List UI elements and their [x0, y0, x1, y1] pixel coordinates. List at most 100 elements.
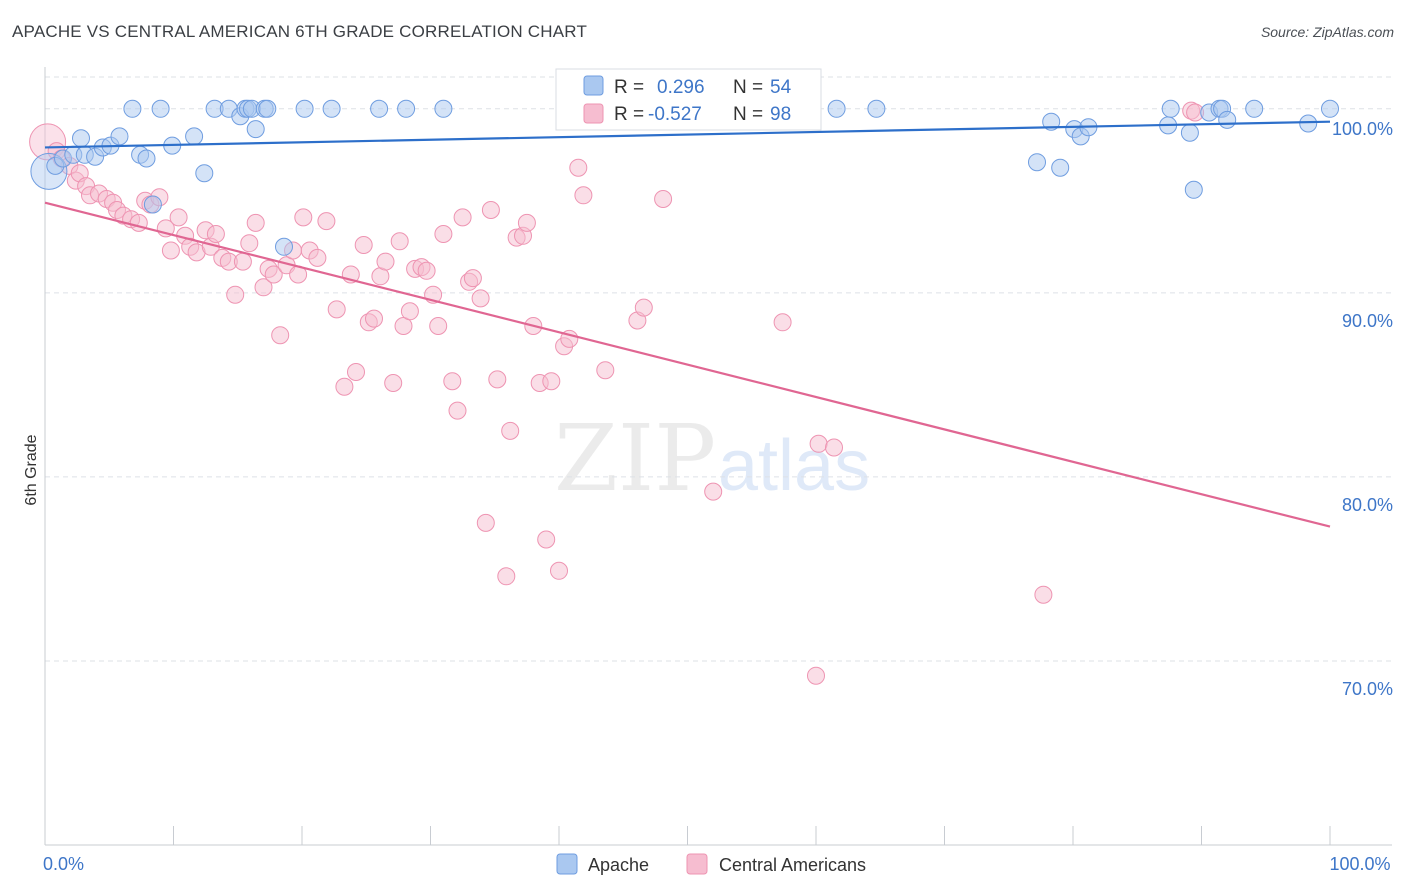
apache-point [137, 149, 156, 168]
apache-point [1218, 110, 1237, 129]
chart-title: APACHE VS CENTRAL AMERICAN 6TH GRADE COR… [12, 22, 588, 41]
central-point [246, 213, 265, 232]
central-point [488, 370, 507, 389]
y-tick-label: 90.0% [1342, 311, 1393, 331]
central-point [448, 401, 467, 420]
central-point [501, 421, 520, 440]
apache-point [295, 99, 314, 118]
central-point [271, 326, 290, 345]
apache-point [1299, 114, 1318, 133]
y-tick-label: 70.0% [1342, 679, 1393, 699]
central-point [574, 186, 593, 205]
central-point [294, 208, 313, 227]
apache-point [1042, 112, 1061, 131]
central-point [542, 372, 561, 391]
central-point [400, 302, 419, 321]
central-point [453, 208, 472, 227]
watermark: ZIP atlas [554, 405, 870, 512]
data-points [29, 99, 1339, 685]
central-point [376, 252, 395, 271]
central-point [634, 298, 653, 317]
central-point [327, 300, 346, 319]
apache-point [1245, 99, 1264, 118]
central-point [443, 372, 462, 391]
apache-r-label: R = [614, 77, 644, 98]
central-point [569, 158, 588, 177]
apache-point [1051, 158, 1070, 177]
axes: 100.0% 90.0% 80.0% 70.0% 0.0% 100.0% [43, 67, 1393, 874]
central-point [354, 236, 373, 254]
central-point [169, 208, 188, 227]
central-point [704, 482, 723, 501]
apache-trend-line [44, 120, 1331, 149]
watermark-zip: ZIP [554, 405, 716, 512]
apache-point [397, 99, 416, 118]
legend-apache-label: Apache [588, 855, 649, 875]
central-point [471, 289, 490, 308]
central-point [476, 513, 495, 532]
central-point [161, 241, 180, 260]
series-legend: Apache Central Americans [556, 853, 866, 875]
legend-apache-swatch [556, 853, 578, 875]
central-swatch [583, 103, 604, 124]
apache-point [110, 127, 129, 146]
apache-point [827, 99, 846, 118]
apache-point [275, 237, 293, 256]
apache-point [1161, 99, 1180, 118]
apache-swatch [583, 75, 604, 96]
central-r-label: R = [614, 104, 644, 125]
apache-point [143, 195, 162, 214]
apache-point [1180, 123, 1199, 142]
trend-lines [44, 120, 1331, 528]
central-point [654, 190, 673, 208]
central-trend-line [44, 201, 1331, 528]
central-point [233, 252, 252, 271]
central-point [384, 374, 403, 392]
legend-central-label: Central Americans [719, 855, 866, 875]
apache-point [151, 99, 170, 118]
central-point [481, 201, 500, 219]
central-point [497, 567, 516, 586]
central-point [365, 309, 383, 328]
central-point [463, 269, 482, 288]
central-point [317, 212, 336, 231]
central-point [390, 232, 409, 251]
central-point [596, 361, 615, 380]
central-n-label: N = [733, 104, 763, 125]
central-point [417, 261, 436, 280]
apache-n-value: 54 [770, 77, 792, 98]
source-credit: Source: ZipAtlas.com [1260, 24, 1394, 40]
central-point [809, 434, 828, 453]
legend-central-swatch [686, 853, 708, 875]
gridlines [45, 76, 1392, 662]
y-tick-label: 100.0% [1332, 119, 1393, 139]
central-point [825, 438, 843, 457]
apache-point [1321, 99, 1339, 118]
central-point [240, 234, 259, 253]
central-point [264, 265, 283, 284]
stats-legend: R = 0.296 N = 54 R = -0.527 N = 98 [555, 68, 822, 131]
apache-point [1184, 180, 1203, 199]
apache-point [72, 129, 90, 148]
central-n-value: 98 [770, 104, 791, 125]
central-point [206, 225, 225, 243]
apache-point [434, 99, 453, 118]
central-point [807, 666, 825, 685]
x-tick-label: 100.0% [1329, 854, 1390, 874]
central-point [550, 561, 568, 580]
central-point [254, 278, 273, 297]
apache-point [370, 99, 389, 118]
central-point [308, 248, 327, 267]
central-point [537, 530, 556, 549]
central-point [226, 285, 245, 304]
apache-point [867, 99, 886, 118]
apache-point [195, 164, 214, 183]
x-tick-label: 0.0% [43, 854, 84, 874]
apache-point [185, 127, 204, 146]
y-tick-label: 80.0% [1342, 495, 1393, 515]
apache-r-value: 0.296 [657, 77, 705, 98]
central-point [335, 377, 354, 396]
apache-point [258, 99, 277, 118]
central-point [347, 363, 365, 381]
